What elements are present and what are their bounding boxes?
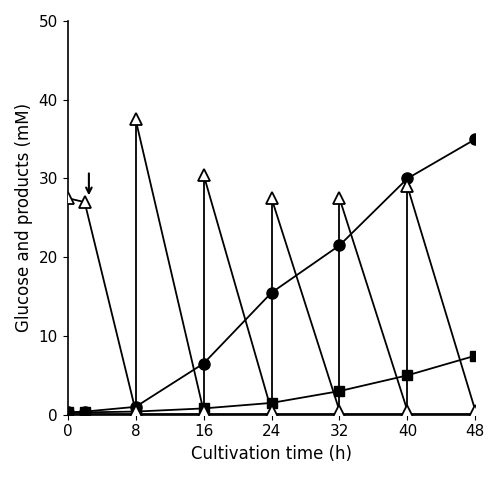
X-axis label: Cultivation time (h): Cultivation time (h) (191, 445, 352, 463)
Y-axis label: Glucose and products (mM): Glucose and products (mM) (15, 103, 33, 332)
